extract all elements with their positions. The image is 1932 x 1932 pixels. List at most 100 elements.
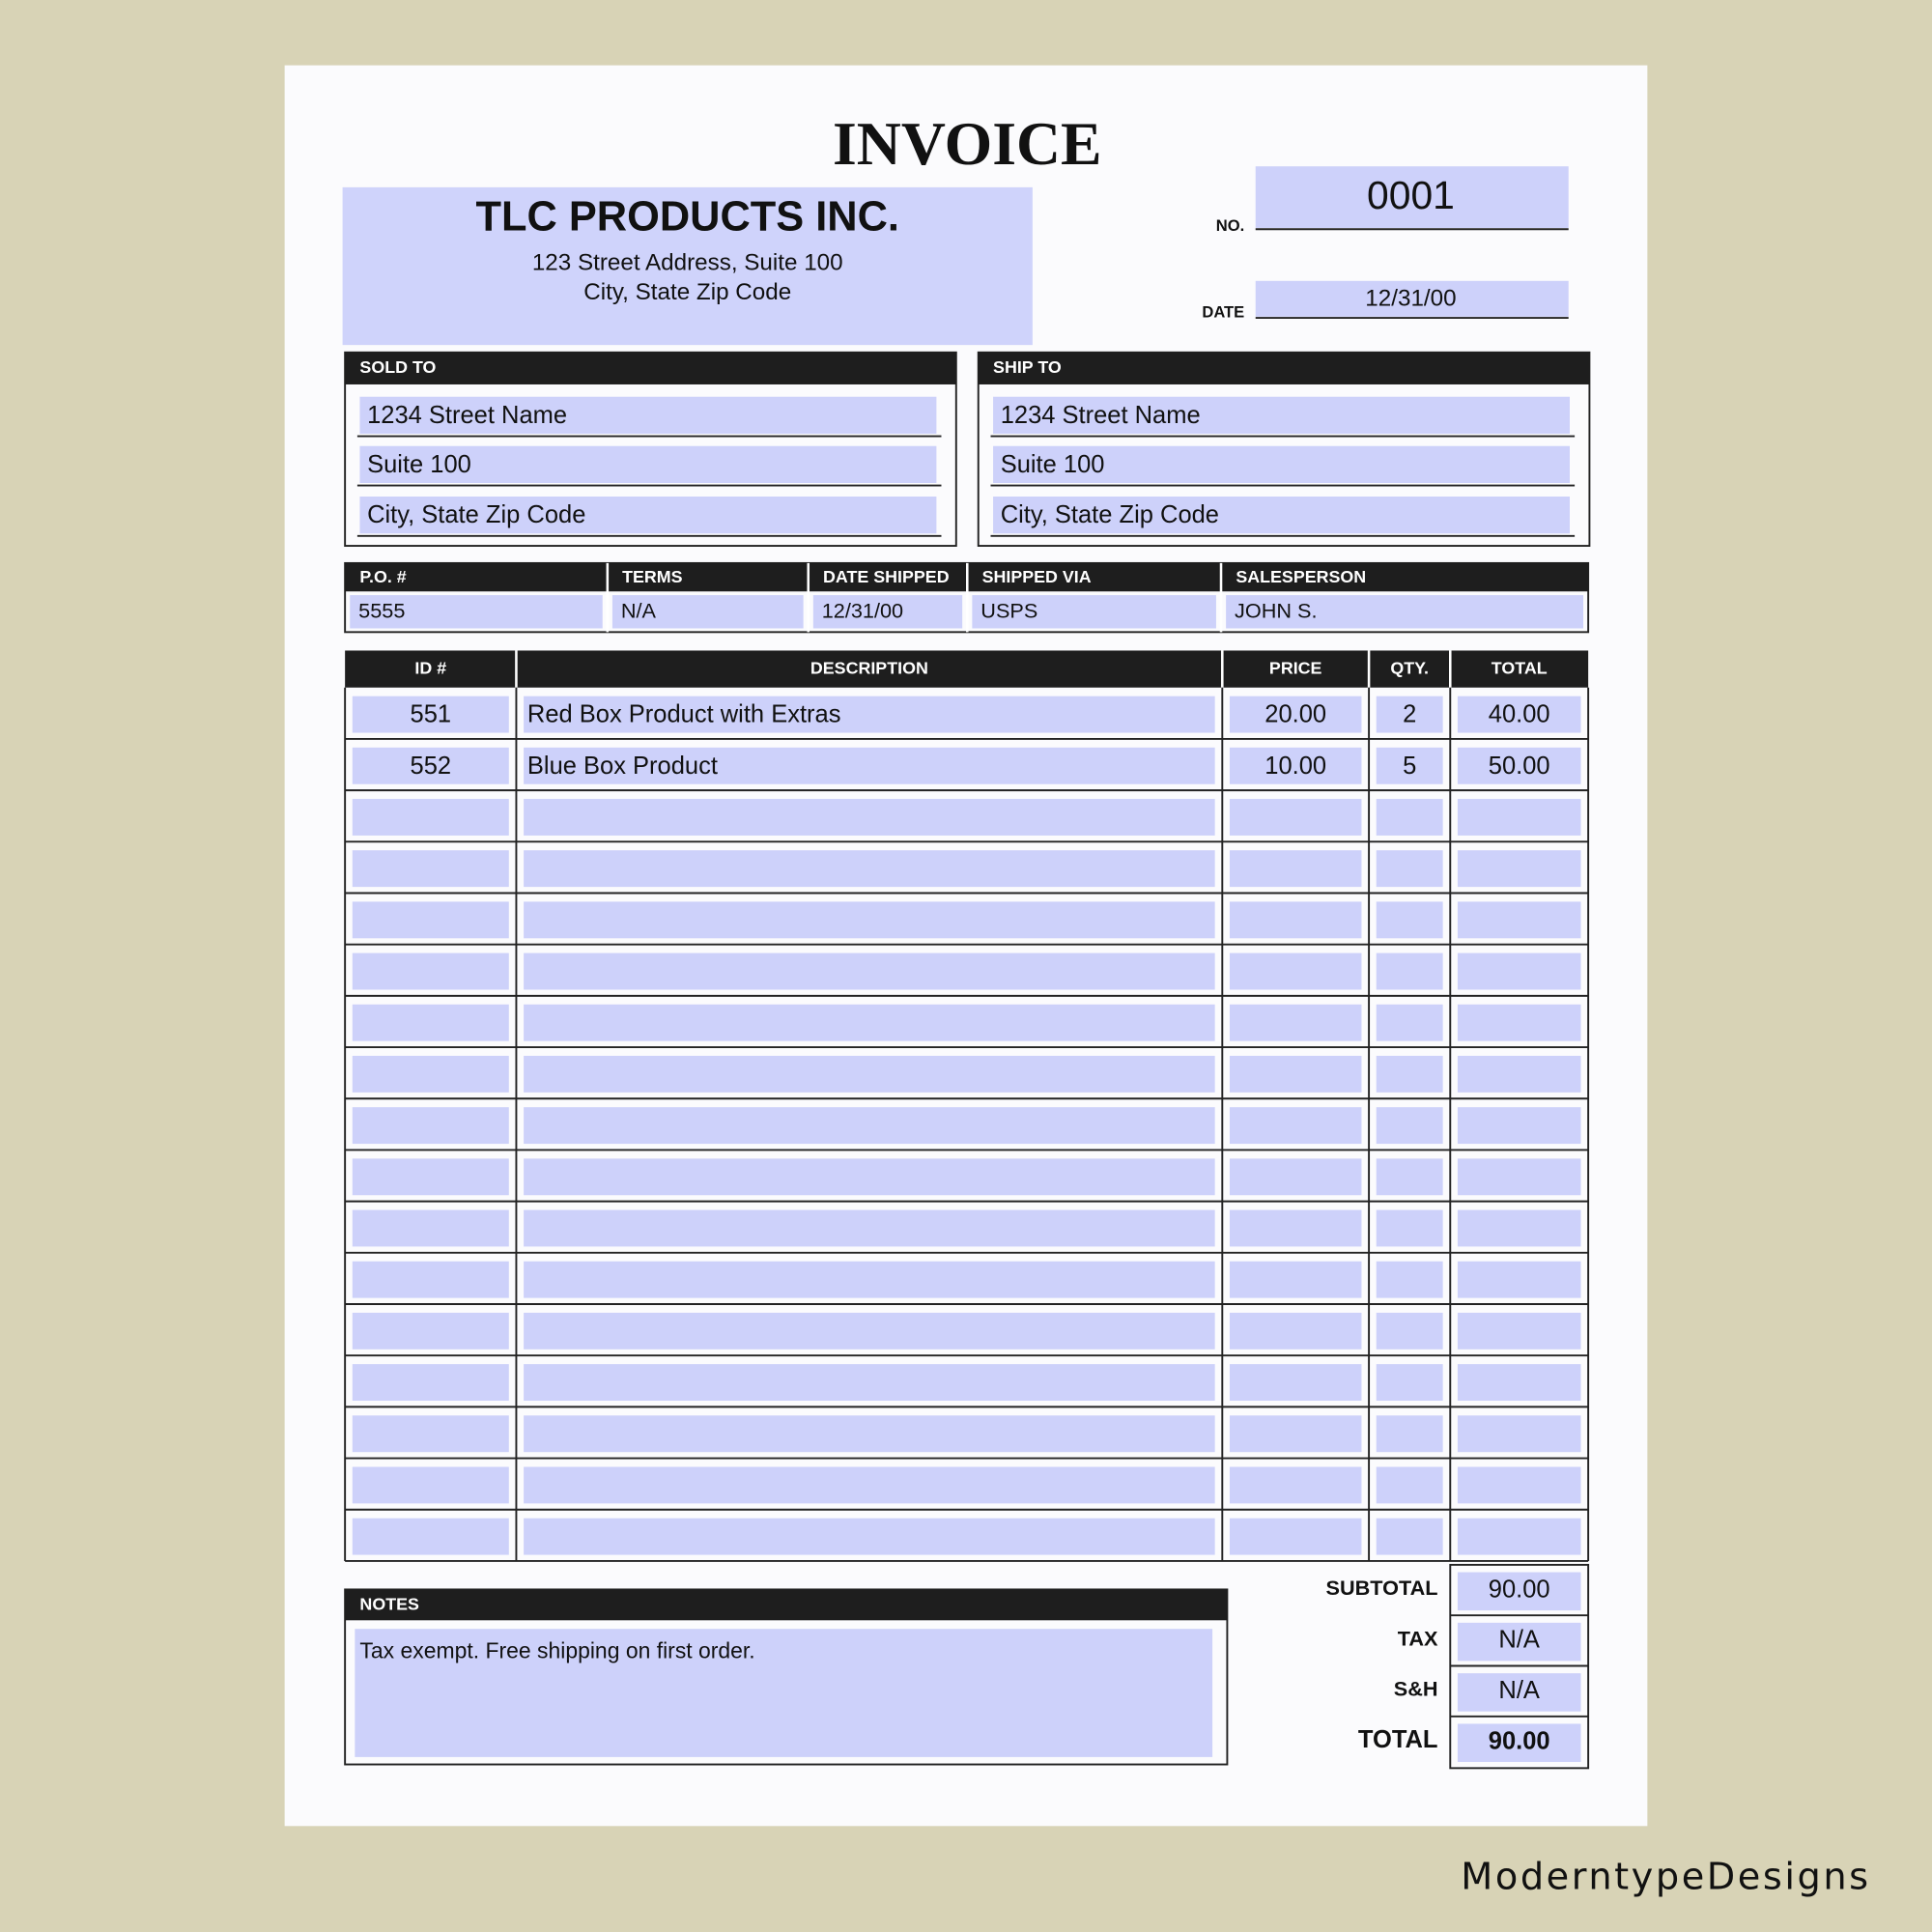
total-field — [1457, 1723, 1581, 1762]
order-value: USPS — [980, 599, 1037, 623]
address-field — [993, 497, 1570, 534]
address-line: 1234 Street Name — [367, 402, 567, 429]
item-field — [1457, 850, 1581, 888]
item-field — [1457, 1107, 1581, 1145]
item-field — [352, 1004, 509, 1041]
items-header-label: DESCRIPTION — [810, 658, 928, 677]
items-header-label: PRICE — [1269, 658, 1322, 677]
notes-text: Tax exempt. Free shipping on first order… — [359, 1638, 754, 1663]
item-field — [1229, 1312, 1362, 1350]
item-cell: 50.00 — [1489, 753, 1550, 780]
item-field — [1229, 747, 1362, 784]
item-field — [1376, 952, 1443, 990]
company-address: 123 Street Address, Suite 100 — [532, 249, 843, 275]
item-field — [352, 1055, 509, 1093]
item-field — [524, 799, 1215, 836]
item-field — [1229, 952, 1362, 990]
items-header-label: ID # — [414, 658, 446, 677]
item-field — [1229, 1055, 1362, 1093]
item-field — [1457, 952, 1581, 990]
item-field — [1376, 1518, 1443, 1555]
invoice-title: INVOICE — [833, 109, 1102, 178]
date-value: 12/31/00 — [1365, 285, 1456, 311]
order-header-label: TERMS — [622, 567, 683, 586]
total-value: 90.00 — [1489, 1727, 1550, 1754]
item-field — [1376, 1055, 1443, 1093]
watermark: ModerntypeDesigns — [1461, 1856, 1870, 1899]
item-field — [1457, 1158, 1581, 1196]
item-field — [1376, 1158, 1443, 1196]
item-field — [352, 747, 509, 784]
item-field — [1457, 901, 1581, 939]
section-header — [978, 352, 1590, 384]
total-value: N/A — [1498, 1677, 1540, 1704]
item-field — [1376, 1261, 1443, 1298]
item-cell: 10.00 — [1264, 753, 1326, 780]
item-field — [1457, 1055, 1581, 1093]
item-field — [352, 1312, 509, 1350]
notes-label: NOTES — [359, 1595, 419, 1614]
item-cell: 5 — [1403, 753, 1416, 780]
company-address: City, State Zip Code — [583, 279, 791, 305]
item-field — [1376, 696, 1443, 733]
number-field — [1255, 166, 1569, 228]
item-field — [1376, 850, 1443, 888]
address-line: Suite 100 — [367, 451, 471, 478]
total-field — [1457, 1673, 1581, 1712]
item-field — [352, 696, 509, 733]
address-field — [359, 396, 937, 434]
item-field — [524, 1158, 1215, 1196]
order-value: N/A — [621, 599, 657, 623]
item-field — [1229, 1209, 1362, 1247]
item-field — [524, 952, 1215, 990]
item-field — [352, 1209, 509, 1247]
order-field — [611, 595, 804, 629]
section-label: SHIP TO — [993, 357, 1062, 377]
item-field — [524, 1518, 1215, 1555]
item-field — [352, 1466, 509, 1504]
item-field — [1457, 1466, 1581, 1504]
order-header-label: P.O. # — [359, 567, 406, 586]
total-field — [1457, 1622, 1581, 1662]
number-value: 0001 — [1367, 173, 1455, 217]
item-description: Blue Box Product — [527, 753, 718, 780]
address-line: City, State Zip Code — [1001, 501, 1219, 528]
total-value: 90.00 — [1489, 1576, 1550, 1603]
order-field — [812, 595, 963, 629]
notes-header — [345, 1589, 1228, 1621]
item-field — [1376, 1004, 1443, 1041]
item-field — [1229, 901, 1362, 939]
item-field — [352, 850, 509, 888]
total-label: S&H — [1394, 1677, 1438, 1701]
item-field — [1376, 799, 1443, 836]
item-field — [1229, 1466, 1362, 1504]
item-field — [1229, 1415, 1362, 1453]
item-field — [1229, 799, 1362, 836]
item-field — [524, 850, 1215, 888]
item-field — [352, 1518, 509, 1555]
order-header-label: SHIPPED VIA — [982, 567, 1092, 586]
item-field — [1457, 1261, 1581, 1298]
item-field — [1229, 850, 1362, 888]
item-field — [1376, 1466, 1443, 1504]
items-header-label: TOTAL — [1492, 658, 1548, 677]
item-field — [1457, 1209, 1581, 1247]
item-field — [1457, 1004, 1581, 1041]
total-value: N/A — [1498, 1627, 1540, 1654]
item-field — [1457, 747, 1581, 784]
item-field — [1457, 1415, 1581, 1453]
address-line: Suite 100 — [1001, 451, 1105, 478]
address-field — [359, 445, 937, 483]
item-field — [1376, 1312, 1443, 1350]
item-field — [352, 1261, 509, 1298]
number-label: NO. — [1216, 216, 1244, 235]
item-field — [524, 1055, 1215, 1093]
date-label: DATE — [1202, 302, 1244, 321]
order-field — [350, 595, 603, 629]
item-field — [1376, 747, 1443, 784]
item-field — [1457, 1518, 1581, 1555]
item-field — [1229, 1518, 1362, 1555]
item-field — [352, 901, 509, 939]
